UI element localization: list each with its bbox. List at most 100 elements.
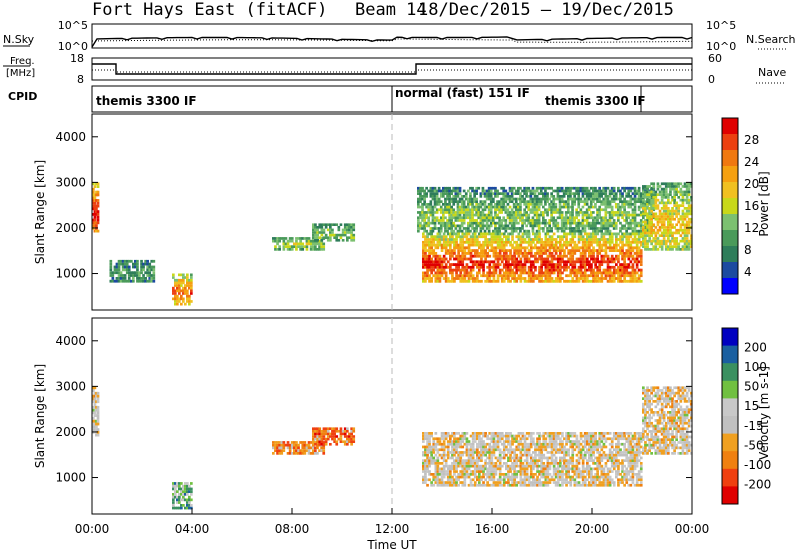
echo-cell: [440, 453, 444, 457]
echo-cell: [318, 248, 321, 251]
echo-cell: [448, 200, 451, 203]
echo-cell: [669, 185, 672, 188]
echo-cell: [442, 195, 445, 198]
echo-cell: [436, 274, 440, 278]
echo-cell: [480, 459, 483, 462]
echo-cell: [536, 274, 539, 278]
echo-cell: [548, 186, 551, 190]
echo-cell: [683, 248, 687, 251]
echo-cell: [473, 205, 476, 209]
echo-cell: [451, 238, 454, 241]
echo-cell: [440, 442, 444, 446]
echo-cell: [350, 430, 353, 433]
echo-cell: [515, 475, 519, 479]
echo-cell: [172, 506, 175, 510]
echo-cell: [480, 232, 483, 236]
echo-cell: [190, 281, 193, 285]
echo-cell: [567, 208, 570, 212]
echo-cell: [299, 452, 302, 455]
echo-cell: [423, 213, 426, 217]
echo-cell: [95, 204, 98, 208]
echo-cell: [675, 187, 678, 191]
echo-cell: [346, 228, 349, 232]
echo-cell: [573, 200, 576, 203]
echo-cell: [272, 446, 275, 450]
echo-cell: [664, 193, 668, 196]
echo-cell: [322, 435, 326, 438]
echo-cell: [633, 197, 637, 201]
echo-cell: [635, 243, 639, 247]
echo-cell: [483, 192, 487, 195]
echo-cell: [623, 219, 626, 222]
echo-cell: [579, 211, 583, 214]
echo-cell: [424, 238, 427, 241]
echo-cell: [424, 277, 427, 280]
echo-cell: [482, 434, 485, 438]
echo-cell: [500, 246, 504, 250]
echo-cell: [492, 462, 496, 465]
echo-cell: [571, 227, 574, 230]
echo-cell: [517, 470, 521, 473]
echo-cell: [448, 189, 451, 193]
echo-cell: [540, 260, 543, 264]
echo-cell: [511, 277, 514, 280]
echo-cell: [309, 242, 313, 246]
echo-cell: [514, 192, 518, 195]
echo-cell: [544, 189, 547, 193]
echo-cell: [662, 196, 666, 199]
echo-cell: [461, 268, 465, 272]
echo-cell: [488, 473, 492, 476]
echo-cell: [627, 224, 631, 228]
echo-cell: [604, 189, 608, 193]
echo-cell: [502, 254, 506, 258]
echo-cell: [467, 249, 471, 252]
echo-cell: [276, 452, 279, 455]
echo-cell: [556, 208, 560, 212]
echo-cell: [664, 226, 668, 229]
echo-cell: [507, 274, 510, 278]
echo-cell: [525, 240, 529, 244]
echo-cell: [451, 481, 454, 484]
echo-cell: [577, 271, 581, 275]
echo-cell: [529, 224, 533, 228]
echo-cell: [575, 221, 578, 225]
echo-cell: [500, 208, 503, 212]
echo-cell: [642, 216, 645, 220]
echo-cell: [511, 437, 514, 441]
echo-cell: [422, 254, 425, 258]
echo-cell: [437, 197, 441, 201]
echo-cell: [671, 212, 674, 216]
echo-cell: [430, 263, 433, 266]
echo-cell: [625, 232, 629, 236]
echo-cell: [309, 452, 313, 455]
echo-cell: [509, 453, 512, 457]
echo-cell: [681, 223, 685, 227]
echo-cell: [529, 473, 533, 476]
echo-cell: [496, 432, 500, 435]
echo-cell: [487, 197, 491, 201]
echo-cell: [309, 248, 313, 251]
echo-cell: [652, 193, 656, 196]
echo-cell: [548, 243, 552, 247]
echo-cell: [550, 227, 553, 230]
echo-cell: [469, 235, 473, 239]
echo-cell: [521, 246, 525, 250]
echo-cell: [592, 254, 595, 258]
echo-cell: [446, 481, 450, 484]
echo-cell: [469, 274, 473, 278]
echo-cell: [608, 195, 612, 198]
echo-cell: [186, 292, 189, 295]
echo-cell: [519, 277, 523, 280]
echo-cell: [314, 432, 317, 436]
echo-cell: [457, 277, 460, 280]
echo-cell: [140, 277, 143, 280]
echo-cell: [455, 232, 458, 236]
echo-cell: [521, 189, 524, 193]
echo-cell: [462, 216, 466, 220]
echo-cell: [314, 228, 317, 232]
echo-cell: [575, 211, 578, 214]
echo-cell: [92, 405, 95, 409]
echo-cell: [188, 300, 191, 303]
echo-cell: [675, 215, 678, 218]
echo-cell: [492, 445, 496, 449]
